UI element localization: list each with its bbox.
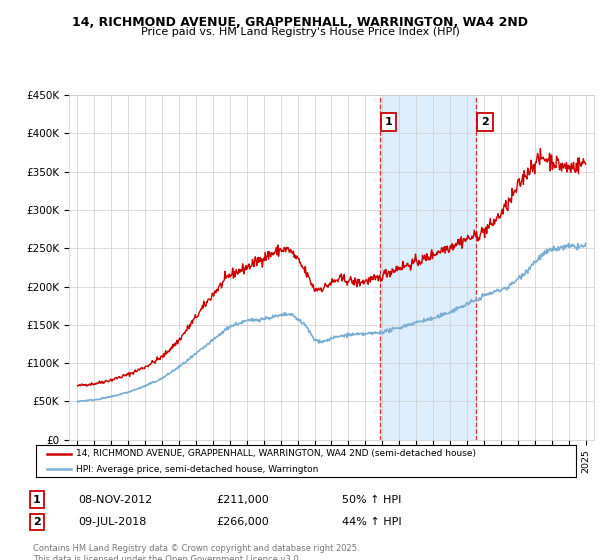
Bar (380, 95, 476, 440)
Text: 44% ↑ HPI: 44% ↑ HPI (342, 517, 401, 527)
Text: 50% ↑ HPI: 50% ↑ HPI (342, 494, 401, 505)
Text: Price paid vs. HM Land Registry's House Price Index (HPI): Price paid vs. HM Land Registry's House … (140, 27, 460, 37)
Text: 2: 2 (33, 517, 41, 527)
Text: 09-JUL-2018: 09-JUL-2018 (78, 517, 146, 527)
Text: 1: 1 (33, 494, 41, 505)
Text: 14, RICHMOND AVENUE, GRAPPENHALL, WARRINGTON, WA4 2ND: 14, RICHMOND AVENUE, GRAPPENHALL, WARRIN… (72, 16, 528, 29)
Text: £211,000: £211,000 (216, 494, 269, 505)
Text: 1: 1 (385, 117, 392, 127)
Text: Contains HM Land Registry data © Crown copyright and database right 2025.
This d: Contains HM Land Registry data © Crown c… (33, 544, 359, 560)
Text: 08-NOV-2012: 08-NOV-2012 (78, 494, 152, 505)
Text: £266,000: £266,000 (216, 517, 269, 527)
Text: 14, RICHMOND AVENUE, GRAPPENHALL, WARRINGTON, WA4 2ND (semi-detached house): 14, RICHMOND AVENUE, GRAPPENHALL, WARRIN… (77, 449, 476, 458)
Text: 2: 2 (481, 117, 488, 127)
Text: HPI: Average price, semi-detached house, Warrington: HPI: Average price, semi-detached house,… (77, 464, 319, 474)
